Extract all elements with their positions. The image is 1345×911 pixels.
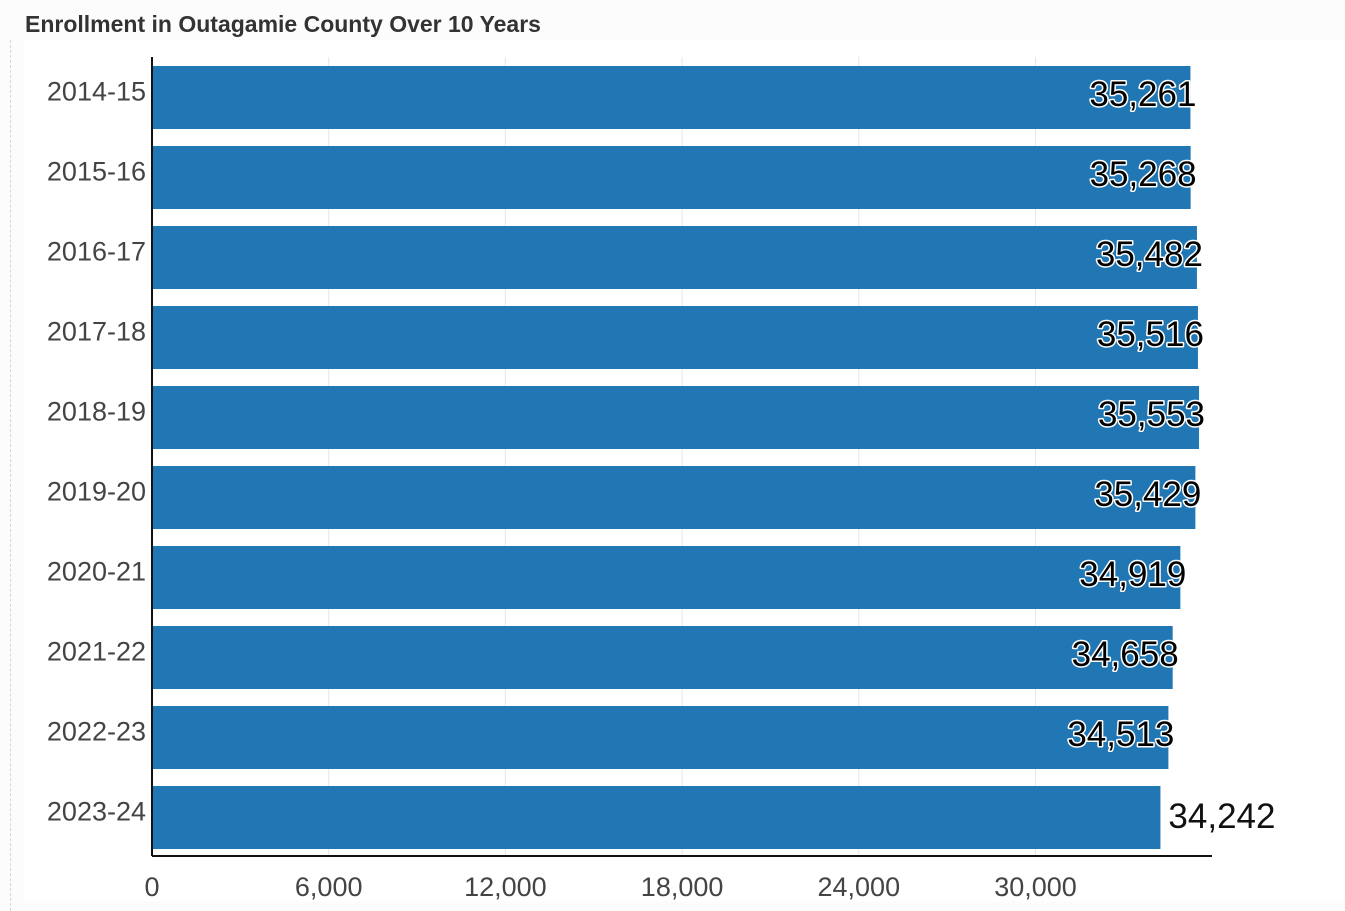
bar[interactable] xyxy=(152,66,1191,129)
bar[interactable] xyxy=(152,466,1196,529)
value-label: 35,268 xyxy=(1090,155,1197,194)
bar[interactable] xyxy=(152,786,1161,849)
category-label: 2020-21 xyxy=(47,557,146,587)
value-label: 34,658 xyxy=(1072,635,1179,674)
value-label: 34,513 xyxy=(1067,715,1174,754)
x-tick-label: 30,000 xyxy=(994,872,1077,902)
bar[interactable] xyxy=(152,706,1169,769)
category-label: 2021-22 xyxy=(47,637,146,667)
bar[interactable] xyxy=(152,226,1197,289)
category-label: 2016-17 xyxy=(47,237,146,267)
x-tick-label: 18,000 xyxy=(641,872,724,902)
bar[interactable] xyxy=(152,146,1191,209)
bar[interactable] xyxy=(152,546,1181,609)
value-label: 35,261 xyxy=(1089,75,1196,114)
x-tick-label: 24,000 xyxy=(818,872,901,902)
value-label: 34,919 xyxy=(1079,555,1186,594)
bar[interactable] xyxy=(152,626,1173,689)
frame-border xyxy=(10,40,11,911)
value-label: 35,429 xyxy=(1094,475,1201,514)
value-label: 35,553 xyxy=(1098,395,1205,434)
chart-title: Enrollment in Outagamie County Over 10 Y… xyxy=(25,11,541,37)
category-label: 2018-19 xyxy=(47,397,146,427)
value-label: 35,482 xyxy=(1096,235,1203,274)
bar[interactable] xyxy=(152,386,1200,449)
category-label: 2019-20 xyxy=(47,477,146,507)
category-label: 2017-18 xyxy=(47,317,146,347)
category-label: 2014-15 xyxy=(47,77,146,107)
x-tick-label: 12,000 xyxy=(464,872,547,902)
bar[interactable] xyxy=(152,306,1198,369)
x-tick-label: 0 xyxy=(144,872,159,902)
x-tick-label: 6,000 xyxy=(295,872,363,902)
value-label: 35,516 xyxy=(1097,315,1204,354)
category-label: 2015-16 xyxy=(47,157,146,187)
category-label: 2022-23 xyxy=(47,717,146,747)
value-label: 34,242 xyxy=(1168,797,1275,836)
category-label: 2023-24 xyxy=(47,797,146,827)
